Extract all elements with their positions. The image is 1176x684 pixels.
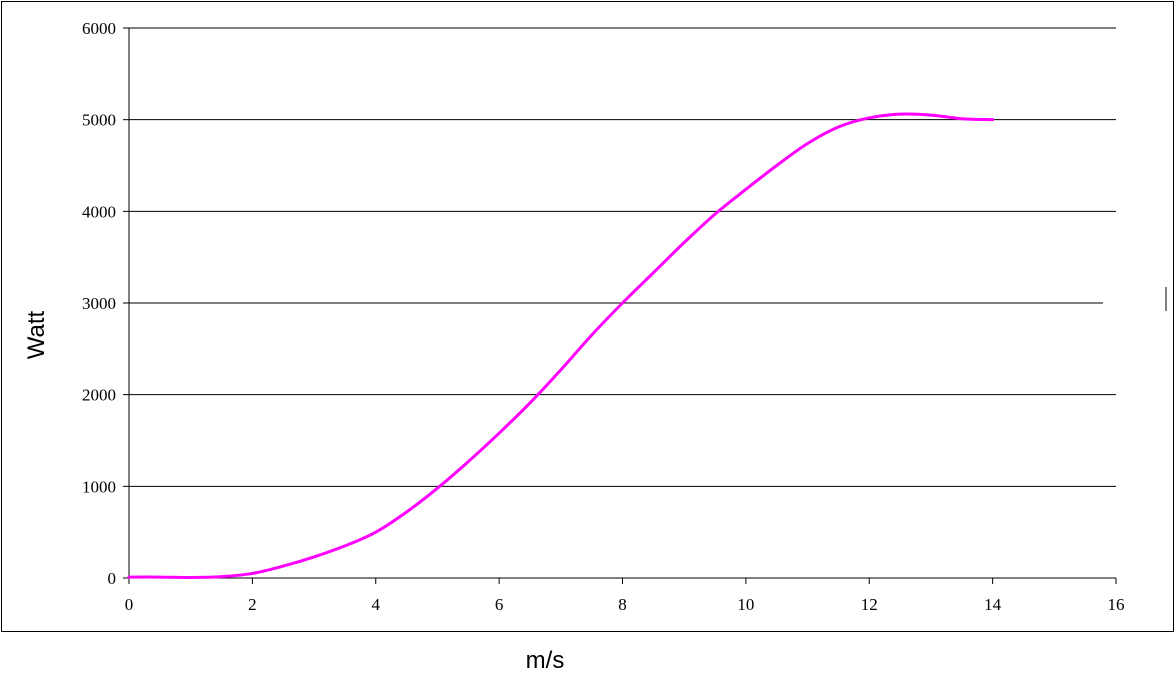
series-group xyxy=(127,112,995,580)
y-tick-label: 6000 xyxy=(82,19,116,38)
x-tick-label: 10 xyxy=(737,595,754,614)
gridlines xyxy=(129,27,1116,487)
x-tick-label: 0 xyxy=(125,595,134,614)
x-tick-label: 4 xyxy=(372,595,381,614)
series-line xyxy=(127,112,995,580)
y-tick-label: 5000 xyxy=(82,111,116,130)
x-tick-label: 2 xyxy=(248,595,257,614)
chart-frame xyxy=(1,1,1174,632)
x-tick-label: 8 xyxy=(618,595,627,614)
y-tick-label: 1000 xyxy=(82,477,116,496)
y-axis-title: Watt xyxy=(23,310,50,359)
y-axis-ticks: 0 1000 2000 3000 4000 5000 6000 xyxy=(82,19,129,588)
x-tick-label: 6 xyxy=(495,595,504,614)
y-tick-label: 3000 xyxy=(82,294,116,313)
x-tick-label: 16 xyxy=(1108,595,1125,614)
y-tick-label: 2000 xyxy=(82,386,116,405)
y-tick-label: 4000 xyxy=(82,202,116,221)
x-tick-label: 12 xyxy=(861,595,878,614)
x-axis-title: m/s xyxy=(526,647,565,674)
y-tick-label: 0 xyxy=(108,569,117,588)
x-axis-ticks: 0 2 4 6 8 10 12 14 16 xyxy=(125,578,1125,614)
x-tick-label: 14 xyxy=(984,595,1002,614)
